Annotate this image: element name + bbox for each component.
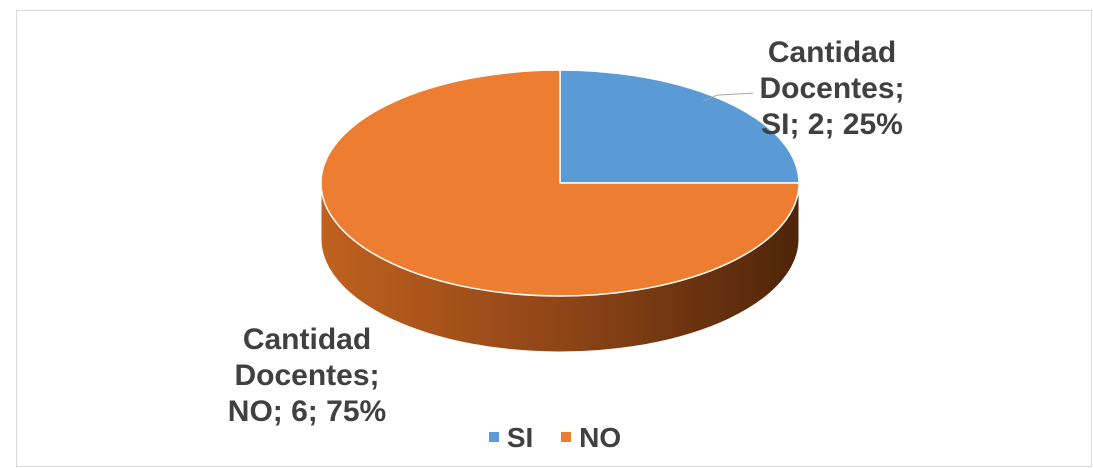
legend-swatch-si — [488, 431, 499, 442]
data-label-si: Cantidad Docentes; SI; 2; 25% — [759, 36, 905, 141]
legend-item-si: SI — [488, 422, 534, 454]
legend-label-no: NO — [579, 422, 622, 453]
data-label-no: Cantidad Docentes; NO; 6; 75% — [227, 323, 387, 428]
pie-chart — [320, 69, 800, 353]
pie-top-face — [320, 69, 800, 297]
legend-swatch-no — [561, 431, 572, 442]
legend-item-no: NO — [561, 422, 621, 454]
pie-slice-no — [320, 69, 800, 297]
chart-frame: Cantidad Docentes; SI; 2; 25% Cantidad D… — [16, 10, 1092, 467]
leader-line-si — [703, 92, 754, 102]
legend: SI NO — [17, 422, 1093, 454]
pie-slice-si — [559, 69, 800, 184]
legend-label-si: SI — [506, 422, 534, 453]
